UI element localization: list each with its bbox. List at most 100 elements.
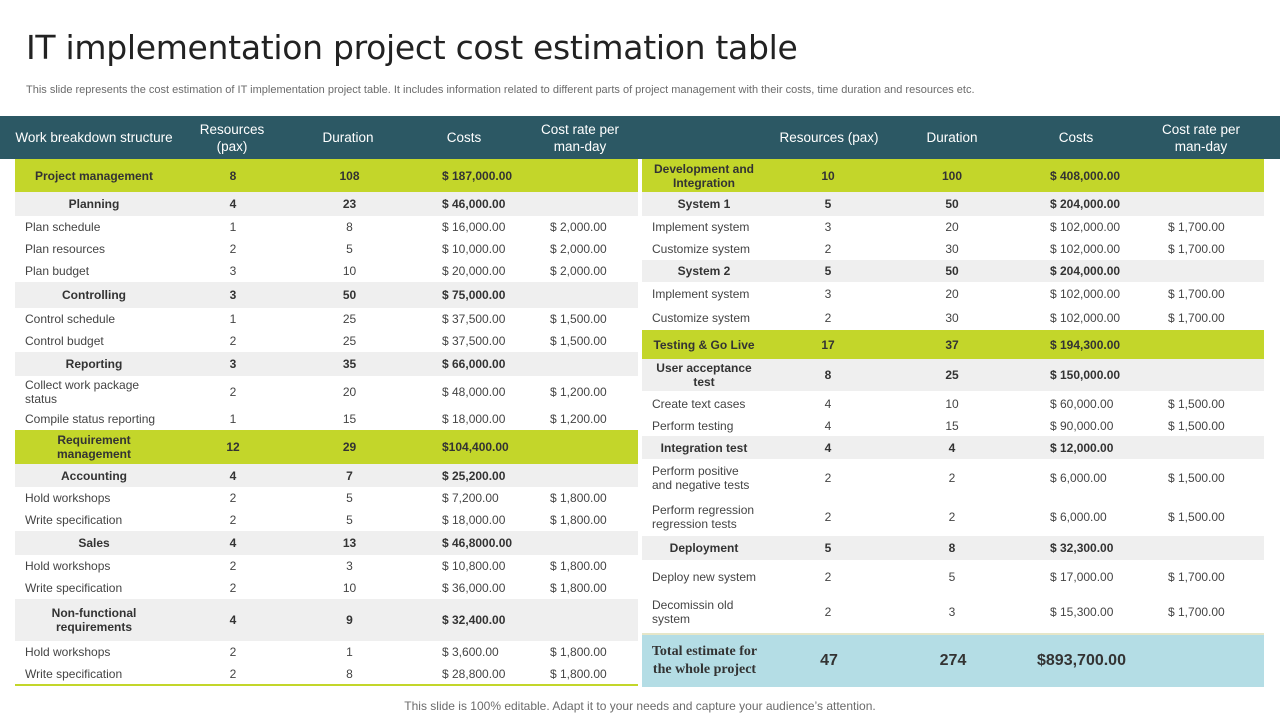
cost-rate-cell: $ 1,500.00 [1140,459,1264,497]
cost-rate-cell [522,464,638,487]
resources-cell: 2 [766,238,890,260]
cost-cell: $ 36,000.00 [406,577,522,599]
task-name: Plan resources [15,238,173,260]
task-name: Customize system [642,238,766,260]
duration-cell: 10 [293,260,406,282]
resources-cell: 10 [766,159,890,192]
task-name: Control budget [15,330,173,352]
cost-cell: $ 18,000.00 [406,408,522,430]
duration-cell: 20 [890,216,1014,238]
resources-cell: 2 [766,497,890,536]
task-name: Perform positive and negative tests [642,459,766,497]
resources-cell: 1 [173,308,293,330]
footer-note: This slide is 100% editable. Adapt it to… [404,699,876,713]
task-name: System 2 [642,260,766,282]
cost-rate-cell: $ 1,800.00 [522,487,638,509]
duration-cell: 50 [890,192,1014,216]
subsection-row: Accounting 4 7 $ 25,200.00 [15,464,638,487]
task-name: Decomissin old system [642,593,766,631]
resources-cell: 3 [173,260,293,282]
cost-cell: $ 102,000.00 [1014,306,1140,330]
duration-cell: 50 [293,282,406,308]
cost-cell: $ 28,800.00 [406,663,522,685]
subsection-row: Non-functional requirements 4 9 $ 32,400.00 [15,599,638,641]
cost-rate-cell [1140,159,1264,192]
cost-cell: $ 16,000.00 [406,216,522,238]
cost-rate-cell: $ 1,800.00 [522,577,638,599]
cost-cell: $ 187,000.00 [406,159,522,192]
task-row: Deploy new system 2 5 $ 17,000.00 $ 1,700.00 [642,560,1264,593]
subsection-row: Controlling 3 50 $ 75,000.00 [15,282,638,308]
task-row: Plan schedule 1 8 $ 16,000.00 $ 2,000.00 [15,216,638,238]
header-resources-right: Resources (pax) [779,130,879,145]
section-row: Development and Integration 10 100 $ 408,00… [642,159,1264,192]
cost-rate-cell [522,599,638,641]
task-name: Compile status reporting [15,408,173,430]
section-row: Requirement management 12 29 $104,400.00 [15,430,638,464]
resources-cell: 3 [766,282,890,306]
resources-cell: 2 [173,577,293,599]
duration-cell: 50 [890,260,1014,282]
duration-cell: 5 [293,238,406,260]
task-name: Non-functional requirements [15,599,173,641]
duration-cell: 30 [890,238,1014,260]
task-row: Hold workshops 2 1 $ 3,600.00 $ 1,800.00 [15,641,638,663]
duration-cell: 2 [890,497,1014,536]
duration-cell: 9 [293,599,406,641]
resources-cell: 1 [173,216,293,238]
cost-cell: $ 102,000.00 [1014,282,1140,306]
cost-rate-cell [1140,192,1264,216]
cost-cell: $ 6,000.00 [1014,497,1140,536]
resources-cell: 2 [766,459,890,497]
task-name: User acceptance test [642,359,766,391]
task-row: Decomissin old system 2 3 $ 15,300.00 $ 1,70… [642,593,1264,631]
cost-rate-cell [522,531,638,555]
cost-rate-cell [522,192,638,216]
task-name: Project management [15,159,173,192]
cost-cell: $ 102,000.00 [1014,216,1140,238]
task-row: Plan resources 2 5 $ 10,000.00 $ 2,000.00 [15,238,638,260]
duration-cell: 1 [293,641,406,663]
task-name: Hold workshops [15,487,173,509]
duration-cell: 5 [293,487,406,509]
task-row: Control budget 2 25 $ 37,500.00 $ 1,500.00 [15,330,638,352]
cost-cell: $ 18,000.00 [406,509,522,531]
cost-cell: $ 15,300.00 [1014,593,1140,631]
task-row: Control schedule 1 25 $ 37,500.00 $ 1,500.00 [15,308,638,330]
duration-cell: 23 [293,192,406,216]
resources-cell: 2 [173,487,293,509]
resources-cell: 4 [173,531,293,555]
task-row: Implement system 3 20 $ 102,000.00 $ 1,700.0… [642,216,1264,238]
task-name: Requirement management [15,430,173,464]
cost-rate-cell [522,352,638,376]
cost-rate-cell: $ 1,700.00 [1140,282,1264,306]
total-estimate-row: Total estimate for the whole project 47 … [642,633,1264,687]
duration-cell: 7 [293,464,406,487]
cost-cell: $ 194,300.00 [1014,330,1140,359]
task-row: Hold workshops 2 3 $ 10,800.00 $ 1,800.00 [15,555,638,577]
task-name: Development and Integration [642,159,766,192]
cost-rate-cell: $ 1,500.00 [1140,497,1264,536]
task-name: Deployment [642,536,766,560]
resources-cell: 2 [766,306,890,330]
resources-cell: 4 [766,416,890,436]
task-row: Perform testing 4 15 $ 90,000.00 $ 1,500.00 [642,416,1264,436]
task-name: Controlling [15,282,173,308]
cost-rate-cell [522,159,638,192]
duration-cell: 3 [293,555,406,577]
cost-rate-cell: $ 1,500.00 [1140,416,1264,436]
task-row: Compile status reporting 1 15 $ 18,000.00 $ … [15,408,638,430]
cost-rate-cell [1140,536,1264,560]
cost-rate-cell: $ 1,500.00 [522,308,638,330]
cost-cell: $ 10,800.00 [406,555,522,577]
cost-cell: $ 32,400.00 [406,599,522,641]
task-name: Perform testing [642,416,766,436]
right-cost-table: Development and Integration 10 100 $ 408,00… [642,159,1264,631]
task-row: Write specification 2 10 $ 36,000.00 $ 1,800… [15,577,638,599]
header-cost-rate-left: Cost rate per man-day [540,121,620,154]
task-name: Perform regression regression tests [642,497,766,536]
task-name: Implement system [642,282,766,306]
resources-cell: 5 [766,260,890,282]
cost-rate-cell [1140,436,1264,459]
resources-cell: 8 [766,359,890,391]
